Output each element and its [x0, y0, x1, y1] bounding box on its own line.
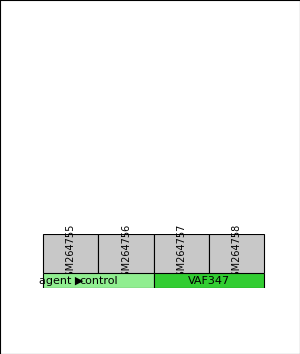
Bar: [226, 183, 248, 185]
FancyBboxPatch shape: [43, 234, 98, 273]
Text: GSM264758: GSM264758: [232, 224, 242, 283]
Bar: [49, 291, 63, 300]
Bar: [170, 182, 193, 234]
Bar: [60, 187, 82, 190]
Text: control: control: [79, 275, 118, 286]
FancyBboxPatch shape: [43, 273, 154, 288]
Text: agent ▶: agent ▶: [39, 275, 83, 286]
Text: GSM264755: GSM264755: [66, 224, 76, 283]
Bar: [115, 181, 137, 234]
FancyBboxPatch shape: [154, 273, 265, 288]
FancyBboxPatch shape: [154, 234, 209, 273]
Text: VAF347: VAF347: [188, 275, 230, 286]
Text: count: count: [70, 291, 98, 301]
Bar: [170, 183, 193, 186]
Bar: [226, 187, 248, 234]
Bar: [115, 184, 137, 187]
Title: GDS3193 / 211518_s_at: GDS3193 / 211518_s_at: [70, 26, 237, 40]
Bar: [49, 304, 63, 314]
Bar: [60, 113, 82, 234]
Text: GSM264756: GSM264756: [121, 224, 131, 283]
Text: percentile rank within the sample: percentile rank within the sample: [70, 304, 235, 314]
FancyBboxPatch shape: [98, 234, 154, 273]
FancyBboxPatch shape: [209, 234, 265, 273]
Text: GSM264757: GSM264757: [176, 224, 186, 283]
